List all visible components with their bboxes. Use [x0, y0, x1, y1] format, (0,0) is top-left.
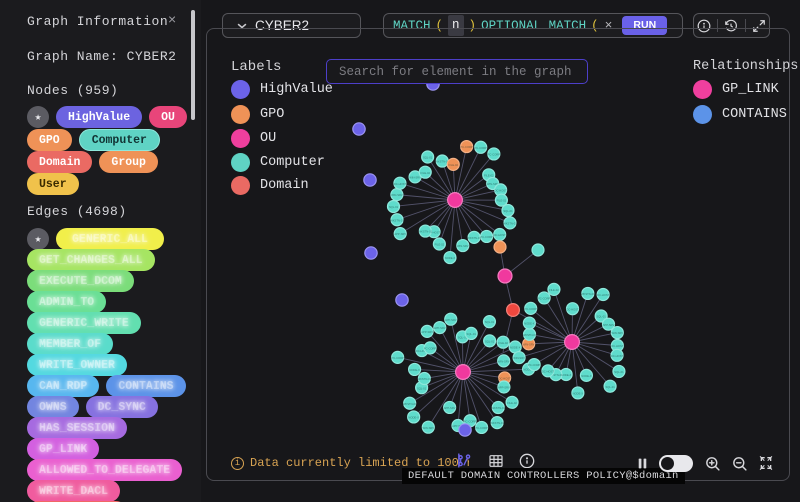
svg-text:PC-CORP: PC-CORP: [424, 347, 437, 351]
svg-text:SQL-01: SQL-01: [503, 209, 513, 213]
svg-text:NODE-X: NODE-X: [510, 346, 521, 350]
svg-text:DC-HOST: DC-HOST: [542, 369, 555, 373]
svg-text:DC-HOST: DC-HOST: [394, 182, 407, 186]
svg-text:SQL-01: SQL-01: [417, 386, 427, 390]
svg-text:FILE-02: FILE-02: [507, 401, 517, 405]
svg-text:DC-HOST: DC-HOST: [494, 233, 507, 237]
svg-text:PC-CORP: PC-CORP: [464, 419, 477, 423]
svg-text:WKSTN-01: WKSTN-01: [467, 236, 481, 240]
svg-text:WKSTN-01: WKSTN-01: [491, 406, 505, 410]
svg-text:APP-SRV: APP-SRV: [434, 326, 446, 330]
svg-text:DC-HOST: DC-HOST: [499, 377, 512, 381]
svg-text:PC-CORP: PC-CORP: [524, 307, 537, 311]
svg-text:PC-CORP: PC-CORP: [460, 145, 473, 149]
svg-text:FILE-02: FILE-02: [549, 288, 559, 292]
svg-text:APP-SRV: APP-SRV: [445, 318, 457, 322]
svg-text:FILE-02: FILE-02: [484, 173, 494, 177]
svg-text:DC-HOST: DC-HOST: [566, 307, 579, 311]
svg-text:APP-SRV: APP-SRV: [603, 323, 615, 327]
svg-text:WIN-SRV: WIN-SRV: [612, 331, 624, 335]
svg-text:FILE-02: FILE-02: [448, 163, 458, 167]
svg-text:APP-SRV: APP-SRV: [498, 386, 510, 390]
svg-text:NODE-X: NODE-X: [573, 392, 584, 396]
svg-text:WIN-SRV: WIN-SRV: [457, 244, 469, 248]
svg-text:DC-HOST: DC-HOST: [611, 344, 624, 348]
svg-text:FILE-02: FILE-02: [435, 243, 445, 247]
svg-text:WIN-SRV: WIN-SRV: [498, 359, 510, 363]
svg-text:NODE-X: NODE-X: [408, 416, 419, 420]
svg-text:PC-CORP: PC-CORP: [480, 235, 493, 239]
svg-text:NODE-X: NODE-X: [409, 368, 420, 372]
svg-text:WKSTN-01: WKSTN-01: [418, 377, 432, 381]
svg-text:DC-HOST: DC-HOST: [597, 293, 610, 297]
svg-text:DC-HOST: DC-HOST: [495, 189, 508, 193]
svg-text:SQL-01: SQL-01: [597, 315, 607, 319]
svg-text:APP-SRV: APP-SRV: [394, 232, 406, 236]
svg-text:APP-SRV: APP-SRV: [421, 330, 433, 334]
svg-text:WKSTN-01: WKSTN-01: [419, 230, 433, 234]
svg-text:FILE-02: FILE-02: [497, 199, 507, 203]
svg-text:PC-CORP: PC-CORP: [475, 426, 488, 430]
svg-text:WIN-SRV: WIN-SRV: [523, 342, 535, 346]
svg-text:NODE-X: NODE-X: [524, 322, 535, 326]
svg-text:NODE-X: NODE-X: [581, 374, 592, 378]
svg-text:FILE-02: FILE-02: [420, 171, 430, 175]
svg-text:SQL-01: SQL-01: [467, 332, 477, 336]
svg-text:SQL-01: SQL-01: [485, 339, 495, 343]
svg-text:PC-CORP: PC-CORP: [488, 153, 501, 157]
svg-text:WIN-SRV: WIN-SRV: [422, 426, 434, 430]
svg-text:FILE-02: FILE-02: [498, 341, 508, 345]
svg-text:PC-CORP: PC-CORP: [475, 146, 488, 150]
svg-text:SQL-01: SQL-01: [605, 385, 615, 389]
svg-text:WIN-SRV: WIN-SRV: [391, 193, 403, 197]
svg-text:SQL-01: SQL-01: [389, 205, 399, 209]
svg-text:WIN-SRV: WIN-SRV: [409, 175, 421, 179]
svg-text:PC-CORP: PC-CORP: [538, 297, 551, 301]
svg-text:WIN-SRV: WIN-SRV: [513, 356, 525, 360]
svg-text:WKSTN-01: WKSTN-01: [403, 402, 417, 406]
svg-text:WKSTN-01: WKSTN-01: [503, 221, 517, 225]
svg-text:SQL-01: SQL-01: [423, 156, 433, 160]
svg-text:PC-CORP: PC-CORP: [528, 363, 541, 367]
svg-text:WKSTN-01: WKSTN-01: [390, 218, 404, 222]
svg-text:WKSTN-01: WKSTN-01: [490, 421, 504, 425]
svg-text:APP-SRV: APP-SRV: [444, 406, 456, 410]
svg-text:SQL-01: SQL-01: [485, 320, 495, 324]
svg-text:NODE-X: NODE-X: [445, 256, 456, 260]
svg-text:WKSTN-01: WKSTN-01: [581, 292, 595, 296]
svg-text:PC-CORP: PC-CORP: [391, 356, 404, 360]
svg-text:WKSTN-01: WKSTN-01: [523, 333, 537, 337]
svg-text:SQL-01: SQL-01: [614, 370, 624, 374]
svg-text:DC-HOST: DC-HOST: [611, 354, 624, 358]
